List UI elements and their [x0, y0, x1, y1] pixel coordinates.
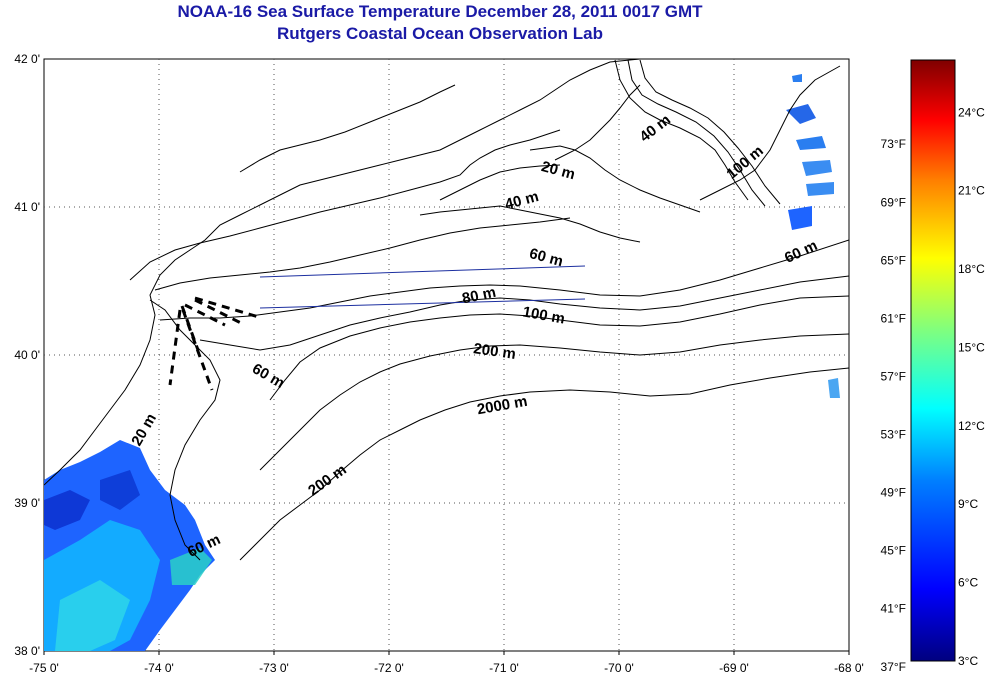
bathymetry-contours: [154, 59, 849, 561]
colorbar-celsius-labels: 24°C 21°C 18°C 15°C 12°C 9°C 6°C 3°C: [958, 105, 985, 668]
colorbar-celsius-label: 18°C: [958, 262, 985, 276]
colorbar-celsius-label: 12°C: [958, 419, 985, 433]
colorbar-fahrenheit-label: 73°F: [881, 137, 906, 151]
y-tick-label: 42 0': [14, 52, 40, 66]
colorbar-fahrenheit-label: 45°F: [881, 544, 906, 558]
y-tick-label: 40 0': [14, 348, 40, 362]
colorbar-fahrenheit-label: 53°F: [881, 428, 906, 442]
colorbar-fahrenheit-label: 37°F: [881, 660, 906, 674]
shipping-lanes: [168, 265, 586, 391]
x-axis-tick-labels: -75 0' -74 0' -73 0' -72 0' -71 0' -70 0' -69 …: [29, 651, 864, 675]
colorbar-celsius-label: 15°C: [958, 340, 985, 354]
x-tick-label: -71 0': [489, 661, 519, 675]
coastline: [44, 59, 841, 561]
map-title: NOAA-16 Sea Surface Temperature December…: [177, 2, 703, 21]
map-subtitle: Rutgers Coastal Ocean Observation Lab: [277, 24, 603, 43]
y-tick-label: 39 0': [14, 496, 40, 510]
y-tick-label: 41 0': [14, 200, 40, 214]
colorbar-fahrenheit-label: 61°F: [881, 311, 906, 325]
colorbar-fahrenheit-label: 57°F: [881, 369, 906, 383]
colorbar-celsius-label: 3°C: [958, 654, 978, 668]
map-grid: [44, 59, 849, 651]
colorbar-fahrenheit-label: 49°F: [881, 486, 906, 500]
x-tick-label: -74 0': [144, 661, 174, 675]
y-tick-label: 38 0': [14, 644, 40, 658]
colorbar-fahrenheit-labels: 73°F 69°F 65°F 61°F 57°F 53°F 49°F 45°F 41°F 37°F: [881, 137, 906, 674]
y-axis-tick-labels: 42 0' 41 0' 40 0' 39 0' 38 0': [14, 52, 40, 658]
sst-data-patch: [44, 74, 840, 651]
colorbar: [910, 59, 956, 662]
x-tick-label: -69 0': [719, 661, 749, 675]
x-tick-label: -68 0': [834, 661, 864, 675]
colorbar-fahrenheit-label: 41°F: [881, 602, 906, 616]
colorbar-celsius-label: 9°C: [958, 497, 978, 511]
x-tick-label: -75 0': [29, 661, 59, 675]
colorbar-celsius-label: 24°C: [958, 105, 985, 119]
contour-label: 80 m: [461, 284, 498, 308]
colorbar-fahrenheit-label: 65°F: [881, 253, 906, 267]
contour-label: 200 m: [472, 340, 516, 363]
colorbar-celsius-label: 6°C: [958, 576, 978, 590]
x-tick-label: -72 0': [374, 661, 404, 675]
x-tick-label: -73 0': [259, 661, 289, 675]
x-tick-label: -70 0': [604, 661, 634, 675]
colorbar-celsius-label: 21°C: [958, 184, 985, 198]
colorbar-fahrenheit-label: 69°F: [881, 195, 906, 209]
